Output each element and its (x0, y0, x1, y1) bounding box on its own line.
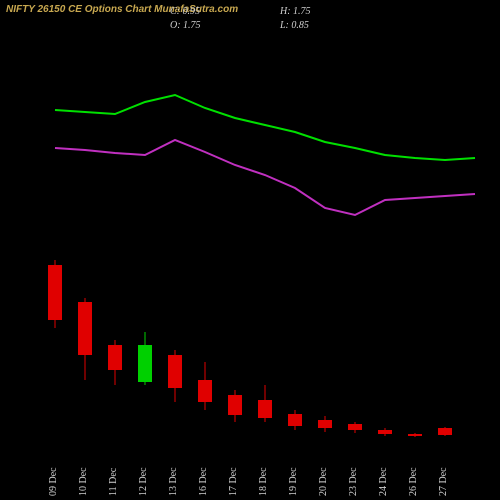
candle (108, 340, 122, 440)
candle (48, 260, 62, 440)
candle-body (168, 355, 182, 388)
x-axis-label: 16 Dec (198, 467, 209, 496)
ohlc-close-label: C: 0.95 (170, 6, 200, 17)
x-axis-label: 24 Dec (378, 467, 389, 496)
x-axis-label: 09 Dec (48, 467, 59, 496)
x-axis-label: 12 Dec (138, 467, 149, 496)
ohlc-low-label: L: 0.85 (280, 20, 309, 31)
candle (198, 362, 212, 440)
x-axis-label: 10 Dec (78, 467, 89, 496)
candle-body (108, 345, 122, 370)
x-axis-label: 26 Dec (408, 467, 419, 496)
candle (228, 390, 242, 440)
x-axis-label: 19 Dec (288, 467, 299, 496)
candle (258, 385, 272, 440)
x-axis-label: 20 Dec (318, 467, 329, 496)
x-axis-label: 18 Dec (258, 467, 269, 496)
x-axis-labels: 09 Dec 10 Dec 11 Dec 12 Dec 13 Dec 16 Dec 17 D… (40, 440, 480, 496)
ohlc-high-label: H: 1.75 (280, 6, 311, 17)
candle-body (348, 424, 362, 430)
candle (138, 332, 152, 440)
candle-body (258, 400, 272, 418)
candle (408, 433, 422, 440)
candle-body (378, 430, 392, 434)
candle (168, 350, 182, 440)
x-axis-label: 13 Dec (168, 467, 179, 496)
line-series-2 (55, 140, 475, 215)
candle (348, 422, 362, 440)
x-axis-label: 17 Dec (228, 467, 239, 496)
candle-body (228, 395, 242, 415)
candle-region (40, 240, 480, 440)
candle-body (138, 345, 152, 382)
candle-body (408, 434, 422, 436)
x-axis-label: 27 Dec (438, 467, 449, 496)
x-axis-label: 11 Dec (108, 468, 119, 496)
x-axis-label: 23 Dec (348, 467, 359, 496)
candle-body (78, 302, 92, 355)
candle-body (318, 420, 332, 428)
page-title: NIFTY 26150 CE Options Chart MunafaSutra… (6, 4, 238, 15)
ohlc-open-label: O: 1.75 (170, 20, 201, 31)
candle (318, 416, 332, 440)
candle (378, 428, 392, 440)
candle-body (438, 428, 452, 435)
candle (288, 410, 302, 440)
chart-area (40, 40, 480, 440)
candle (438, 427, 452, 440)
candle-body (48, 265, 62, 320)
line-series-1 (55, 95, 475, 160)
candle-body (288, 414, 302, 426)
candle (78, 298, 92, 440)
candle-body (198, 380, 212, 402)
